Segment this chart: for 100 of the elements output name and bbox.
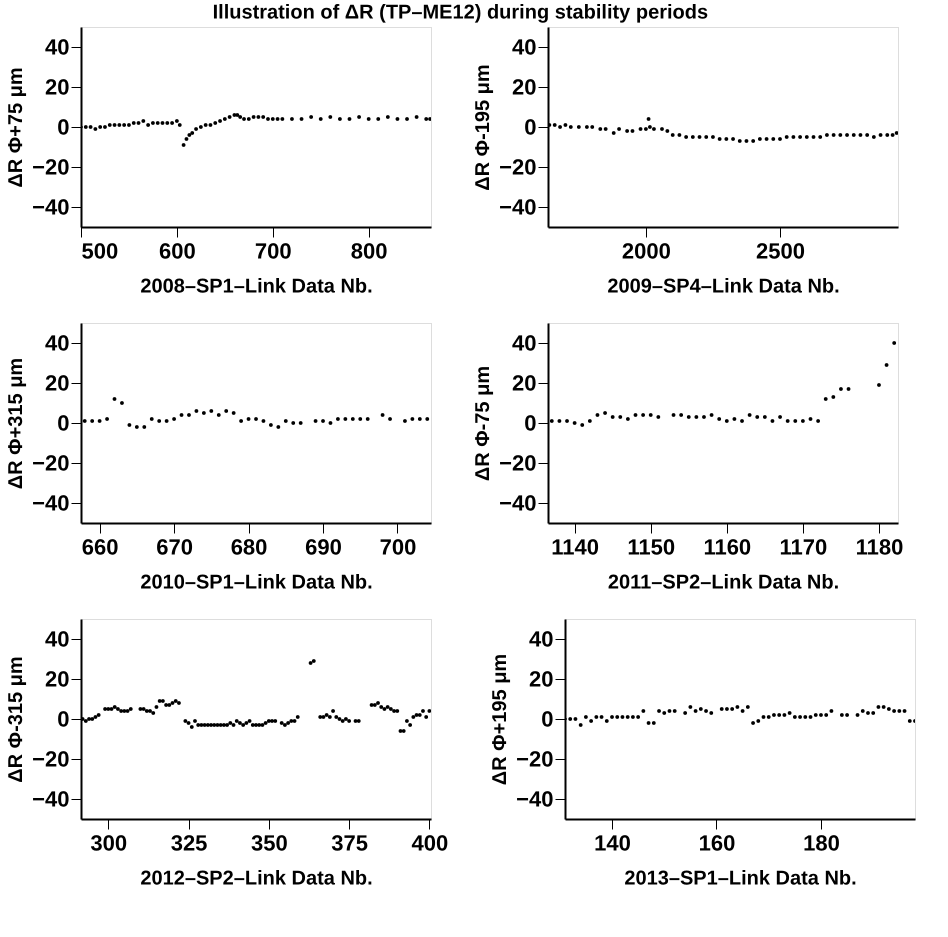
y-tick-label: −20 <box>32 450 70 476</box>
chart-title: Illustration of ΔR (TP–ME12) during stability periods <box>212 2 708 24</box>
y-tick-label: −40 <box>516 786 554 812</box>
point <box>852 133 856 137</box>
x-axis-title: 2013–SP1–Link Data Nb. <box>624 868 857 890</box>
point <box>350 417 355 421</box>
y-axis-title: ΔR Φ+315 μm <box>5 358 28 490</box>
y-tick-label: −40 <box>32 786 70 812</box>
x-axis-title: 2009–SP4–Link Data Nb. <box>607 276 840 298</box>
point <box>216 413 221 417</box>
x-tick-label: 690 <box>305 534 342 560</box>
point <box>580 423 584 427</box>
point <box>798 135 802 139</box>
point <box>612 131 616 135</box>
point <box>298 421 303 425</box>
point <box>105 417 109 421</box>
point <box>744 139 748 143</box>
point <box>872 135 876 139</box>
point <box>672 413 676 417</box>
point <box>164 419 169 423</box>
point <box>269 423 273 427</box>
point <box>358 417 362 421</box>
point <box>778 415 782 419</box>
point <box>112 397 116 401</box>
point <box>644 127 648 131</box>
point <box>565 419 569 423</box>
point <box>142 425 146 429</box>
y-tick-label: −20 <box>499 154 536 180</box>
point <box>679 413 684 417</box>
point <box>239 419 243 423</box>
point <box>894 131 898 135</box>
point <box>284 419 288 423</box>
point <box>878 133 882 137</box>
y-tick-label: 0 <box>57 706 70 732</box>
point <box>816 419 820 423</box>
point <box>604 127 608 131</box>
x-tick-label: 500 <box>82 238 118 264</box>
point <box>738 139 742 143</box>
point <box>793 419 798 423</box>
point <box>180 413 184 417</box>
point <box>590 125 594 129</box>
x-tick-label: 375 <box>331 830 368 856</box>
point <box>792 135 796 139</box>
x-tick-label: 680 <box>230 534 268 560</box>
point <box>786 419 790 423</box>
point <box>572 421 576 425</box>
point <box>321 419 325 423</box>
point <box>648 413 653 417</box>
point <box>670 133 675 137</box>
point <box>380 413 384 417</box>
point <box>704 135 708 139</box>
x-tick-label: 1170 <box>780 534 828 560</box>
point <box>678 133 682 137</box>
point <box>172 417 176 421</box>
y-tick-label: 40 <box>512 34 536 60</box>
y-tick-label: 0 <box>524 114 536 140</box>
x-tick-label: 2000 <box>622 238 671 264</box>
point <box>818 135 822 139</box>
point <box>646 117 650 121</box>
point <box>762 415 767 419</box>
point <box>832 133 836 137</box>
point <box>150 417 154 421</box>
y-tick-label: 40 <box>45 34 70 60</box>
point <box>82 419 87 423</box>
point <box>732 417 736 421</box>
y-tick-label: 0 <box>524 410 536 436</box>
y-tick-label: 40 <box>512 330 536 356</box>
x-tick-label: 660 <box>82 534 118 560</box>
y-tick-label: 40 <box>529 626 554 652</box>
y-tick-label: 20 <box>512 74 536 100</box>
y-tick-label: −40 <box>32 490 70 516</box>
point <box>617 127 621 131</box>
x-tick-label: 350 <box>250 830 288 856</box>
point <box>576 125 581 129</box>
x-tick-label: 1160 <box>703 534 752 560</box>
point <box>328 421 332 425</box>
point <box>690 135 695 139</box>
x-tick-label: 1140 <box>551 534 599 560</box>
y-tick-label: 20 <box>529 666 554 692</box>
point <box>755 415 760 419</box>
x-tick-label: 140 <box>594 830 631 856</box>
point <box>596 413 600 417</box>
y-tick-label: 0 <box>541 706 554 732</box>
y-tick-label: 0 <box>57 410 70 436</box>
y-tick-label: 0 <box>57 114 70 140</box>
point <box>194 409 198 413</box>
y-tick-label: −20 <box>32 154 70 180</box>
x-tick-label: 800 <box>350 238 388 264</box>
point <box>552 123 557 127</box>
point <box>652 127 656 131</box>
point <box>660 127 664 131</box>
y-tick-label: 40 <box>45 626 70 652</box>
point <box>758 137 762 141</box>
point <box>702 415 706 419</box>
point <box>598 127 602 131</box>
y-tick-label: −40 <box>499 194 536 220</box>
point <box>877 383 881 387</box>
x-tick-label: 180 <box>803 830 840 856</box>
point <box>845 133 849 137</box>
x-axis-title: 2010–SP1–Link Data Nb. <box>140 572 373 594</box>
